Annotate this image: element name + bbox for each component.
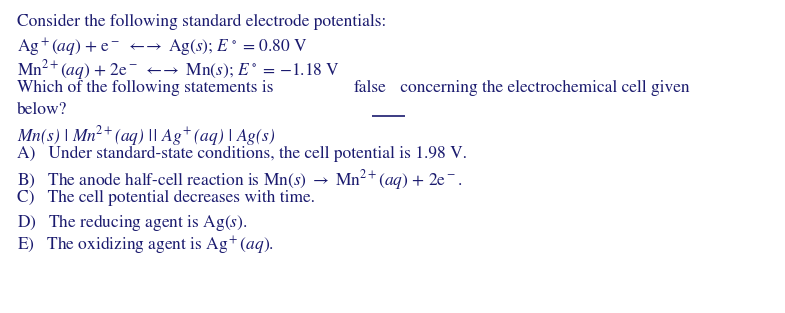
Text: below?: below? <box>17 102 68 118</box>
Text: Consider the following standard electrode potentials:: Consider the following standard electrod… <box>17 14 386 30</box>
Text: B)   The anode half-cell reaction is Mn($\mathit{s}$) $\rightarrow$ Mn$^{2+}$($\: B) The anode half-cell reaction is Mn($\… <box>17 168 462 192</box>
Text: C)   The cell potential decreases with time.: C) The cell potential decreases with tim… <box>17 190 316 206</box>
Text: D)   The reducing agent is Ag($\mathit{s}$).: D) The reducing agent is Ag($\mathit{s}$… <box>17 212 248 233</box>
Text: Which of the following statements is: Which of the following statements is <box>17 80 278 96</box>
Text: Mn$^{2+}$($\mathit{aq}$) + 2e$^-$ $\leftarrow\!\!\rightarrow$ Mn($\mathit{s}$); : Mn$^{2+}$($\mathit{aq}$) + 2e$^-$ $\left… <box>17 58 340 82</box>
Text: Ag$^+$($\mathit{aq}$) + e$^-$ $\leftarrow\!\!\rightarrow$ Ag($\mathit{s}$); $E^\: Ag$^+$($\mathit{aq}$) + e$^-$ $\leftarro… <box>17 36 308 59</box>
Text: Which of the following statements is: Which of the following statements is <box>17 80 278 96</box>
Text: E)   The oxidizing agent is Ag$^+$($\mathit{aq}$).: E) The oxidizing agent is Ag$^+$($\mathi… <box>17 234 274 257</box>
Text: Mn($\mathit{s}$) | Mn$^{2+}$($\mathit{aq}$) || Ag$^+$($\mathit{aq}$) | Ag($\math: Mn($\mathit{s}$) | Mn$^{2+}$($\mathit{aq… <box>17 124 276 148</box>
Text: concerning the electrochemical cell given: concerning the electrochemical cell give… <box>396 80 690 96</box>
Text: A)   Under standard-state conditions, the cell potential is 1.98 V.: A) Under standard-state conditions, the … <box>17 146 467 162</box>
Text: false: false <box>354 80 387 96</box>
